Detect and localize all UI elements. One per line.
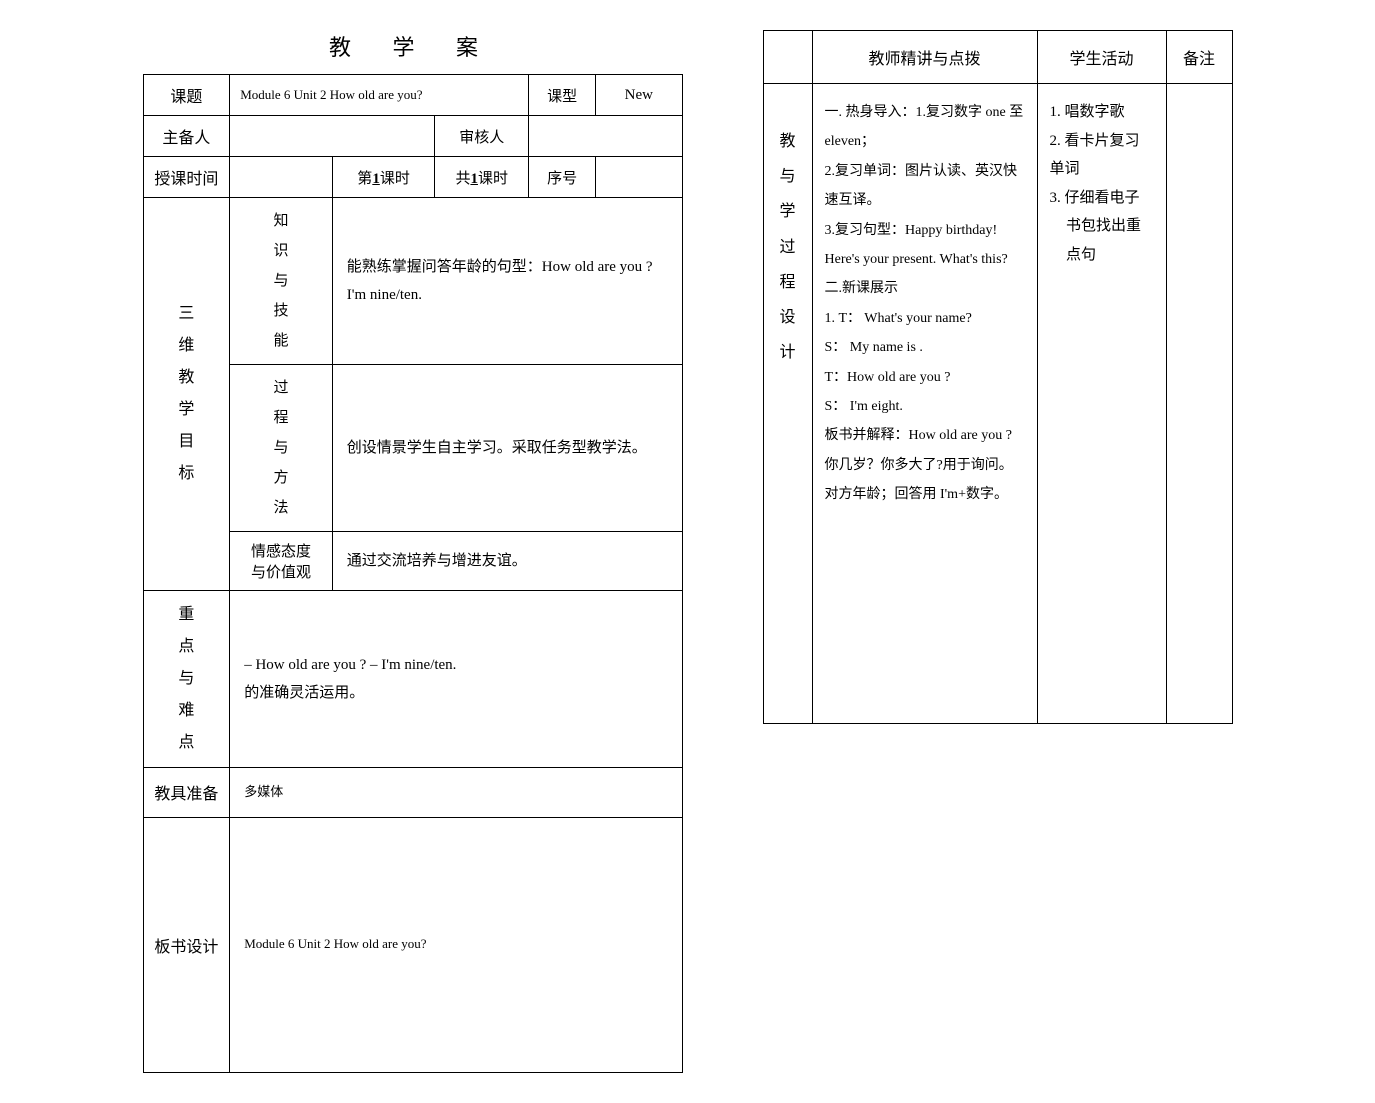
label-keydiff: 重点与难点 (143, 591, 230, 768)
value-aids: 多媒体 (230, 768, 682, 818)
side-label: 教与学过程设计 (763, 84, 812, 724)
student-text: 1. 唱数字歌 2. 看卡片复习单词 3. 仔细看电子书包找出重点句 (1037, 84, 1166, 724)
total-suffix: 课时 (478, 171, 508, 187)
teacher-text: 一. 热身导入：1.复习数字 one 至 eleven； 2.复习单词：图片认读… (812, 84, 1037, 724)
lesson-plan-table: 课题 Module 6 Unit 2 How old are you? 课型 N… (143, 74, 683, 1073)
label-goals: 三维教学目标 (143, 198, 230, 591)
label-type: 课型 (529, 75, 596, 116)
label-period: 第1课时 (332, 157, 435, 198)
value-keydiff: – How old are you ? – I'm nine/ten. 的准确灵… (230, 591, 682, 768)
doc-title: 教 学 案 (143, 30, 683, 62)
label-total: 共1课时 (435, 157, 529, 198)
value-knowledge: 能熟练掌握问答年龄的句型：How old are you ? I'm nine/… (332, 198, 682, 365)
note-cell (1166, 84, 1232, 724)
total-num: 1 (470, 171, 478, 187)
blank-head (763, 31, 812, 84)
label-board: 板书设计 (143, 817, 230, 1072)
student-item: 3. 仔细看电子书包找出重点句 (1050, 184, 1154, 270)
label-teachtime: 授课时间 (143, 157, 230, 198)
label-process: 过程与方法 (230, 365, 333, 532)
student-item: 1. 唱数字歌 (1050, 98, 1154, 127)
label-reviewer: 审核人 (435, 116, 529, 157)
label-seq: 序号 (529, 157, 596, 198)
label-preparer: 主备人 (143, 116, 230, 157)
period-num: 1 (372, 171, 380, 187)
head-teacher: 教师精讲与点拨 (812, 31, 1037, 84)
value-seq (596, 157, 682, 198)
label-knowledge: 知识与技能 (230, 198, 333, 365)
value-affect: 通过交流培养与增进友谊。 (332, 532, 682, 591)
period-prefix: 第 (357, 171, 372, 187)
label-aids: 教具准备 (143, 768, 230, 818)
period-suffix: 课时 (380, 171, 410, 187)
value-topic: Module 6 Unit 2 How old are you? (230, 75, 529, 116)
value-preparer (230, 116, 435, 157)
label-affect: 情感态度与价值观 (230, 532, 333, 591)
total-prefix: 共 (455, 171, 470, 187)
value-reviewer (529, 116, 682, 157)
student-item: 2. 看卡片复习单词 (1050, 127, 1154, 184)
head-student: 学生活动 (1037, 31, 1166, 84)
value-board: Module 6 Unit 2 How old are you? (230, 817, 682, 1072)
label-topic: 课题 (143, 75, 230, 116)
process-table: 教师精讲与点拨 学生活动 备注 教与学过程设计 一. 热身导入：1.复习数字 o… (763, 30, 1233, 724)
value-type: New (596, 75, 682, 116)
value-process: 创设情景学生自主学习。采取任务型教学法。 (332, 365, 682, 532)
value-teachtime (230, 157, 333, 198)
head-note: 备注 (1166, 31, 1232, 84)
